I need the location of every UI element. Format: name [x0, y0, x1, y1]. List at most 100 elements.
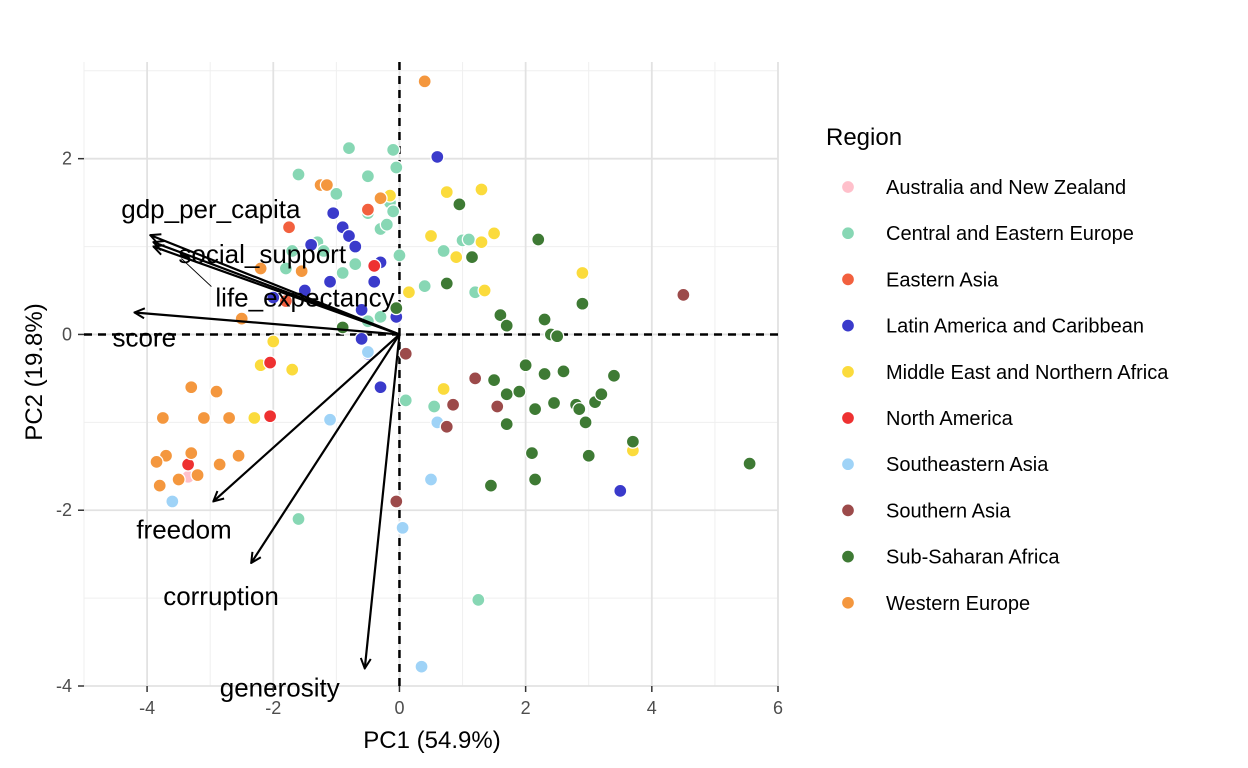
data-point [392, 248, 407, 263]
data-point [474, 235, 489, 250]
data-point [373, 191, 388, 206]
data-point [575, 296, 590, 311]
data-point [196, 410, 212, 426]
data-point [294, 264, 309, 279]
data-point [527, 472, 543, 487]
data-point [398, 393, 413, 408]
data-point [335, 320, 350, 335]
data-points [149, 74, 757, 674]
data-point [212, 457, 227, 472]
data-point [348, 256, 363, 272]
y-tick-label: -2 [56, 500, 72, 520]
legend-key [840, 272, 856, 287]
x-tick-label: 0 [394, 698, 404, 718]
data-point [291, 167, 306, 182]
data-point [303, 237, 319, 252]
data-point [379, 217, 394, 232]
data-point [436, 243, 451, 259]
data-point [285, 362, 300, 377]
data-point [477, 283, 492, 298]
data-point [493, 307, 508, 323]
data-point [262, 409, 278, 424]
data-point [354, 331, 369, 346]
data-point [524, 445, 540, 461]
legend-key [840, 318, 856, 333]
data-point [581, 448, 596, 463]
data-point [291, 511, 306, 527]
data-point [445, 397, 461, 412]
legend-label: Middle East and Northern Africa [886, 362, 1169, 384]
data-point [537, 312, 552, 327]
data-point [613, 483, 628, 499]
data-point [468, 371, 483, 386]
data-point [464, 249, 480, 265]
data-point [625, 434, 641, 449]
data-point [360, 344, 376, 360]
data-point [676, 287, 691, 303]
data-point [527, 402, 543, 417]
loading-label: score [112, 322, 176, 352]
data-point [427, 399, 442, 414]
data-point [221, 410, 237, 426]
data-point [461, 232, 477, 247]
data-point [322, 274, 338, 289]
data-point [499, 416, 514, 432]
loading-arrow [251, 333, 401, 563]
data-point [354, 302, 369, 317]
data-point [316, 243, 331, 259]
data-point [281, 220, 297, 235]
x-tick-label: 6 [773, 698, 783, 718]
data-point [278, 261, 294, 276]
loading-arrow [365, 334, 401, 668]
data-point [556, 364, 571, 379]
legend-label: North America [886, 408, 1014, 430]
legend-label: Eastern Asia [886, 269, 999, 291]
data-point [389, 300, 404, 316]
legend-label: Central and Eastern Europe [886, 223, 1134, 245]
y-axis-title: PC2 (19.8%) [21, 303, 48, 440]
data-point [401, 285, 417, 300]
data-point [531, 232, 546, 247]
data-point [209, 384, 224, 399]
axis-ticks: -4 -2 0 2 4 6 -4 -2 0 2 [56, 149, 783, 718]
data-point [436, 381, 451, 397]
legend-key [840, 595, 856, 610]
data-point [490, 399, 505, 414]
data-point [360, 202, 376, 217]
data-point [483, 478, 499, 493]
data-point [247, 410, 262, 426]
data-point [452, 197, 467, 212]
data-point [742, 456, 757, 471]
legend-label: Southeastern Asia [886, 454, 1049, 476]
data-point [322, 412, 338, 427]
data-point [518, 358, 533, 373]
data-point [385, 142, 401, 158]
legend-title: Region [826, 124, 902, 151]
data-point [594, 387, 609, 402]
data-point [575, 265, 590, 281]
data-point [367, 258, 382, 274]
data-point [389, 160, 404, 175]
data-point [499, 387, 514, 402]
data-point [152, 478, 167, 493]
legend-label: Latin America and Caribbean [886, 316, 1144, 338]
data-point [537, 366, 552, 382]
data-point [423, 228, 439, 244]
legend-label: Southern Asia [886, 500, 1011, 522]
data-point [486, 226, 502, 241]
data-point [360, 169, 376, 184]
x-tick-label: 4 [647, 698, 657, 718]
data-point [155, 410, 171, 426]
data-point [439, 184, 454, 200]
loading-label: life_expectancy [215, 283, 394, 313]
y-tick-label: 0 [62, 324, 72, 344]
data-point [414, 659, 429, 674]
legend-key [840, 364, 856, 379]
data-point [512, 384, 527, 399]
loading-label: generosity [220, 672, 340, 702]
data-point [423, 472, 439, 487]
data-point [231, 448, 246, 463]
data-point [606, 368, 622, 383]
x-tick-label: -2 [265, 698, 281, 718]
data-point [149, 454, 164, 470]
